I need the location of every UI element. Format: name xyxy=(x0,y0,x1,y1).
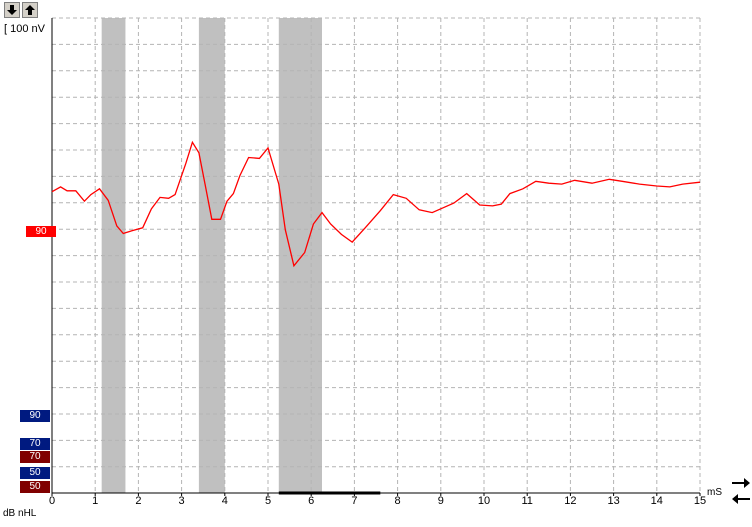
level-marker-90[interactable]: 90 xyxy=(20,410,50,422)
x-tick-label: 15 xyxy=(693,495,707,507)
x-tick-label: 10 xyxy=(477,495,491,507)
level-marker-70[interactable]: 70 xyxy=(20,451,50,463)
active-level-marker[interactable]: 90 xyxy=(26,226,56,237)
move-left-button[interactable] xyxy=(730,491,752,507)
level-marker-50[interactable]: 50 xyxy=(20,467,50,479)
level-label: 50 xyxy=(29,481,41,492)
arrow-right-icon xyxy=(732,478,750,488)
level-label: 70 xyxy=(29,451,41,462)
x-tick-label: 1 xyxy=(92,495,99,507)
x-tick-label: 5 xyxy=(264,495,272,507)
level-marker-70[interactable]: 70 xyxy=(20,438,50,450)
level-label: 70 xyxy=(29,438,41,449)
arrow-down-icon xyxy=(7,5,17,15)
arrow-left-icon xyxy=(732,494,750,504)
x-tick-label: 4 xyxy=(221,495,228,507)
x-tick-label: 3 xyxy=(178,495,185,507)
level-marker-50[interactable]: 50 xyxy=(20,481,50,493)
x-tick-label: 12 xyxy=(564,495,577,507)
level-label: 50 xyxy=(29,467,41,478)
x-tick-label: 6 xyxy=(308,495,315,507)
level-label: 90 xyxy=(29,410,41,421)
move-right-button[interactable] xyxy=(730,475,752,491)
x-tick-label: 13 xyxy=(607,495,620,507)
arrow-up-icon xyxy=(25,5,35,15)
scale-down-button[interactable] xyxy=(4,2,20,18)
waveform-trace xyxy=(51,140,701,268)
x-tick-label: 11 xyxy=(521,495,533,507)
latency-window xyxy=(101,18,126,493)
active-level-label: 90 xyxy=(35,226,47,237)
x-unit-label: mS xyxy=(707,487,722,498)
x-tick-label: 14 xyxy=(650,495,663,507)
x-tick-label: 7 xyxy=(351,495,358,507)
x-tick-label: 0 xyxy=(48,495,56,507)
scale-up-button[interactable] xyxy=(22,2,38,18)
x-tick-label: 2 xyxy=(135,495,142,507)
scale-label: [ 100 nV xyxy=(4,23,45,35)
x-tick-label: 9 xyxy=(437,495,444,507)
level-unit-label: dB nHL xyxy=(3,508,37,519)
x-tick-label: 8 xyxy=(394,495,401,507)
